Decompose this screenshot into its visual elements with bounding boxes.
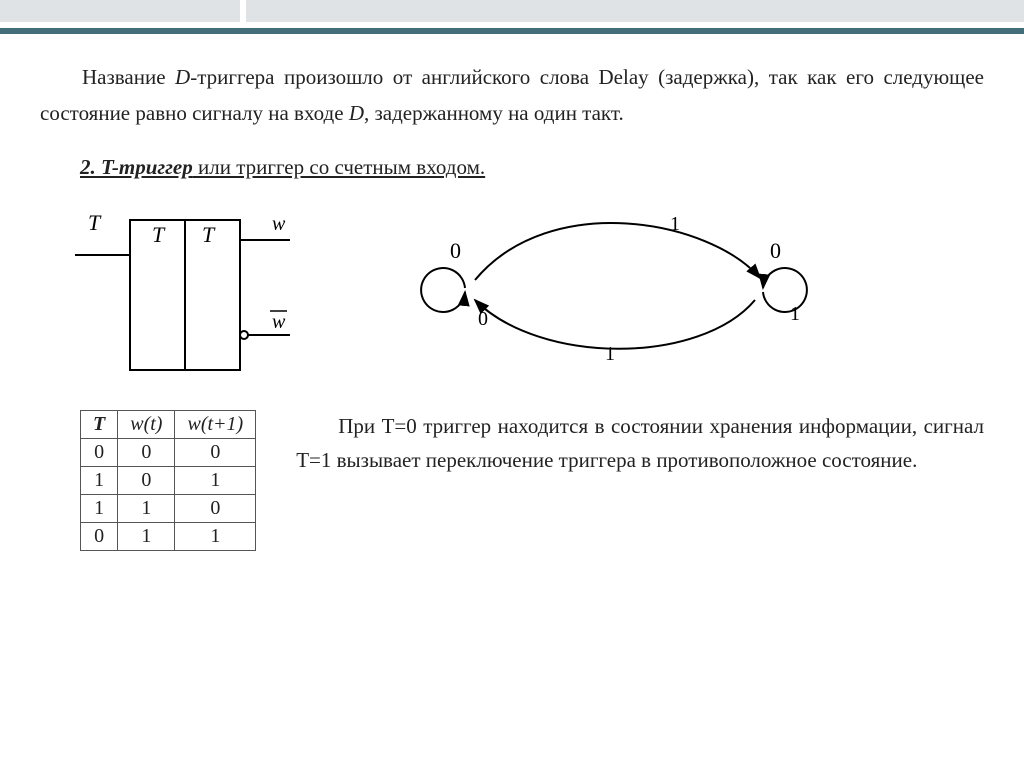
- table-cell: 1: [118, 495, 175, 523]
- heading-subtitle: или триггер со счетным входом.: [193, 155, 485, 179]
- table-cell: 0: [175, 439, 256, 467]
- table-cell: 0: [81, 523, 118, 551]
- output-w-bar: w: [272, 311, 286, 333]
- slide-top-border: [0, 0, 1024, 34]
- bottom-arc-label: 1: [605, 343, 615, 365]
- top-arc-label: 1: [670, 213, 680, 235]
- state-diagram: 0 0 0 1 1 1: [350, 200, 870, 380]
- th-wt: w(t): [118, 411, 175, 439]
- truth-table: T w(t) w(t+1) 000101110011: [80, 410, 256, 551]
- heading-title: 2. T-триггер: [80, 155, 193, 179]
- intro-paragraph: Название D-триггера произошло от английс…: [40, 60, 984, 131]
- table-cell: 1: [81, 467, 118, 495]
- section-heading: 2. T-триггер или триггер со счетным вход…: [80, 155, 984, 180]
- table-cell: 0: [175, 495, 256, 523]
- table-cell: 1: [118, 523, 175, 551]
- left-loop-label: 0: [478, 308, 488, 330]
- inner-right-T: T: [202, 222, 216, 247]
- table-cell: 1: [175, 523, 256, 551]
- t-trigger-circuit: T T T w w: [40, 200, 320, 390]
- description-paragraph: При T=0 триггер находится в состоянии хр…: [296, 410, 984, 477]
- table-cell: 1: [81, 495, 118, 523]
- table-cell: 0: [81, 439, 118, 467]
- left-state-label: 0: [450, 238, 461, 263]
- slide-content: Название D-триггера произошло от английс…: [40, 60, 984, 551]
- inner-left-T: T: [152, 222, 166, 247]
- right-loop-label: 1: [790, 303, 800, 325]
- input-T-label: T: [88, 210, 102, 235]
- lower-row: T w(t) w(t+1) 000101110011 При T=0 тригг…: [40, 410, 984, 551]
- table-cell: 0: [118, 467, 175, 495]
- output-w: w: [272, 213, 286, 235]
- th-T: T: [81, 411, 118, 439]
- table-cell: 1: [175, 467, 256, 495]
- diagram-row: T T T w w: [40, 200, 984, 390]
- right-state-label: 0: [770, 238, 781, 263]
- table-cell: 0: [118, 439, 175, 467]
- th-wt1: w(t+1): [175, 411, 256, 439]
